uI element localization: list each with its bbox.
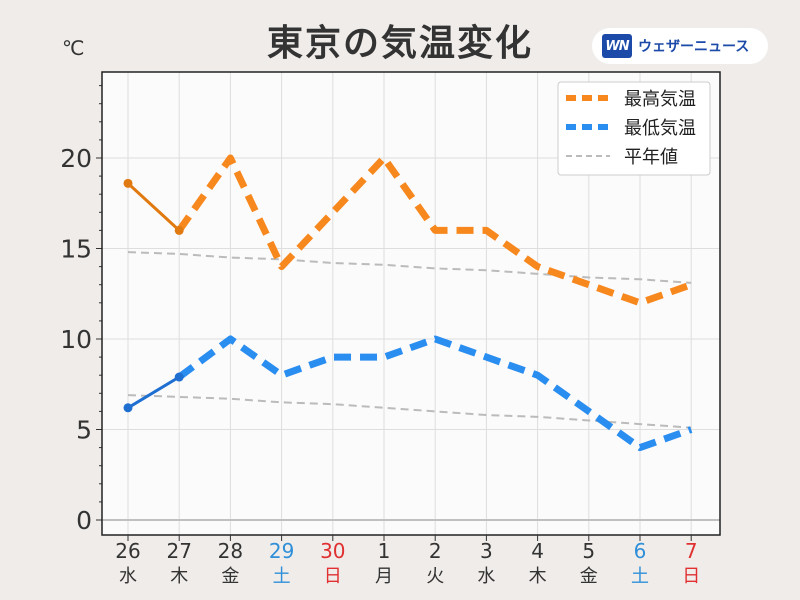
x-tick-label-weekday: 金 [580, 566, 598, 587]
x-tick-label-date: 1 [378, 539, 391, 563]
x-tick-label-date: 4 [531, 539, 544, 563]
x-tick-label-weekday: 木 [170, 566, 188, 587]
series-normal-line [127, 251, 692, 284]
x-tick-label-date: 27 [166, 539, 191, 563]
x-tick-label-weekday: 土 [631, 566, 649, 587]
x-tick-label-weekday: 日 [324, 566, 342, 587]
y-tick-label: 20 [60, 144, 92, 173]
series-min-observed-line [127, 375, 180, 410]
y-tick-label: 5 [76, 416, 92, 445]
y-tick-label: 10 [60, 325, 92, 354]
x-tick-label-weekday: 火 [426, 566, 444, 587]
x-tick-label-date: 2 [429, 539, 442, 563]
series-min-forecast-line [177, 335, 693, 452]
x-tick-label-weekday: 日 [682, 566, 700, 587]
plot-frame [101, 71, 721, 536]
x-tick-label-date: 28 [218, 539, 243, 563]
y-tick-label: 15 [60, 235, 92, 264]
series-max-observed-line [126, 182, 181, 232]
series-min-point [123, 403, 133, 413]
weathernews-logo: WN ウェザーニュース [592, 28, 768, 64]
legend-min-label: 最低気温 [624, 118, 696, 139]
legend-max-label: 最高気温 [624, 89, 696, 110]
x-tick-label-weekday: 水 [119, 566, 137, 587]
x-tick-label-date: 30 [320, 539, 345, 563]
chart-title: 東京の気温変化 [266, 23, 533, 64]
x-tick-label-date: 3 [480, 539, 493, 563]
series-min-point [174, 372, 184, 382]
x-tick-label-date: 6 [634, 539, 647, 563]
x-tick-label-weekday: 木 [529, 566, 547, 587]
x-tick-label-weekday: 月 [375, 566, 393, 587]
y-axis-unit: ℃ [62, 36, 85, 60]
x-tick-label-weekday: 土 [273, 566, 291, 587]
x-tick-label-weekday: 金 [221, 566, 239, 587]
x-tick-label-date: 5 [582, 539, 595, 563]
y-tick-label: 0 [76, 506, 92, 535]
weathernews-logo-text: ウェザーニュース [638, 39, 750, 55]
weathernews-logo-mark: WN [602, 34, 632, 58]
x-tick-label-date: 26 [115, 539, 140, 563]
legend-normal-label: 平年値 [624, 147, 678, 168]
x-tick-label-date: 7 [685, 539, 698, 563]
x-tick-label-date: 29 [269, 539, 294, 563]
series-max-point [123, 178, 133, 188]
series-max-forecast-line [176, 154, 693, 307]
series-max-point [174, 225, 184, 235]
x-tick-label-weekday: 水 [477, 566, 495, 587]
legend [557, 81, 711, 176]
